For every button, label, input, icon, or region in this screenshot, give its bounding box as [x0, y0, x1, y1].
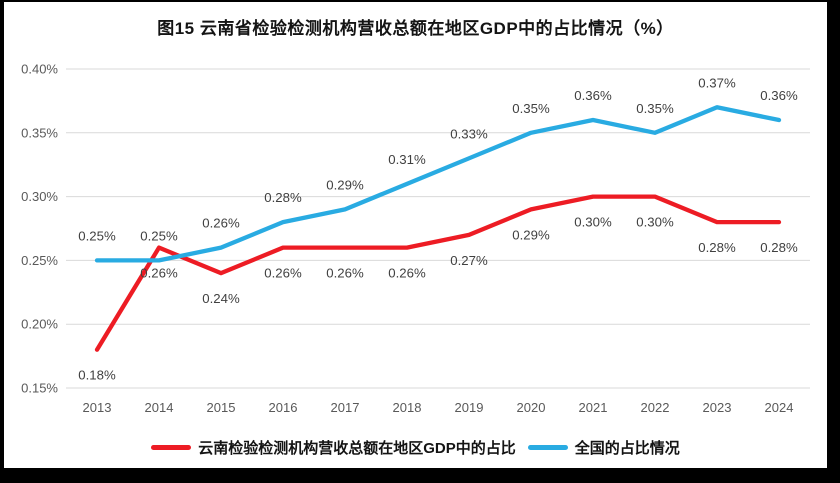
svg-text:0.26%: 0.26%: [388, 266, 426, 281]
svg-text:0.26%: 0.26%: [202, 216, 240, 231]
svg-text:2014: 2014: [145, 400, 174, 415]
svg-text:0.15%: 0.15%: [21, 381, 58, 396]
svg-text:0.26%: 0.26%: [326, 266, 364, 281]
svg-text:0.30%: 0.30%: [636, 215, 674, 230]
svg-text:0.30%: 0.30%: [574, 215, 612, 230]
svg-text:2023: 2023: [703, 400, 732, 415]
svg-text:0.29%: 0.29%: [326, 177, 364, 192]
svg-text:0.35%: 0.35%: [21, 125, 58, 140]
svg-text:2017: 2017: [331, 400, 360, 415]
svg-text:0.26%: 0.26%: [140, 266, 178, 281]
red-line-swatch-icon: [151, 445, 192, 450]
svg-text:0.36%: 0.36%: [760, 88, 798, 103]
svg-text:0.18%: 0.18%: [78, 368, 116, 383]
blue-line-swatch-icon: [527, 445, 568, 450]
svg-text:0.27%: 0.27%: [450, 253, 488, 268]
chart-figure: 图15 云南省检验检测机构营收总额在地区GDP中的占比情况（%） 0.15% 0.…: [4, 2, 827, 468]
svg-text:2019: 2019: [455, 400, 484, 415]
legend-item-national: 全国的占比情况: [527, 437, 680, 458]
chart-legend: 云南检验检测机构营收总额在地区GDP中的占比 全国的占比情况: [4, 437, 827, 458]
chart-plot-svg: 0.15% 0.20% 0.25% 0.30% 0.35% 0.40% 2013 2014 20…: [21, 62, 810, 415]
svg-text:0.20%: 0.20%: [21, 317, 58, 332]
legend-item-yunnan: 云南检验检测机构营收总额在地区GDP中的占比: [151, 437, 516, 458]
svg-text:2013: 2013: [83, 400, 112, 415]
svg-text:2015: 2015: [207, 400, 236, 415]
legend-label-yunnan: 云南检验检测机构营收总额在地区GDP中的占比: [198, 440, 516, 457]
svg-text:0.25%: 0.25%: [21, 253, 58, 268]
svg-text:2024: 2024: [765, 400, 794, 415]
svg-text:0.28%: 0.28%: [264, 190, 302, 205]
svg-text:0.25%: 0.25%: [140, 228, 178, 243]
legend-label-national: 全国的占比情况: [574, 440, 680, 457]
chart-title: 图15 云南省检验检测机构营收总额在地区GDP中的占比情况（%）: [157, 19, 674, 38]
svg-text:2018: 2018: [393, 400, 422, 415]
svg-text:0.25%: 0.25%: [78, 228, 116, 243]
svg-text:0.33%: 0.33%: [450, 126, 488, 141]
svg-text:0.28%: 0.28%: [698, 240, 736, 255]
svg-text:0.26%: 0.26%: [264, 266, 302, 281]
svg-text:0.35%: 0.35%: [636, 101, 674, 116]
svg-text:2020: 2020: [517, 400, 546, 415]
svg-text:0.28%: 0.28%: [760, 240, 798, 255]
svg-text:0.36%: 0.36%: [574, 88, 612, 103]
svg-text:0.29%: 0.29%: [512, 227, 550, 242]
svg-text:2022: 2022: [641, 400, 670, 415]
svg-text:0.30%: 0.30%: [21, 189, 58, 204]
svg-text:0.24%: 0.24%: [202, 291, 240, 306]
svg-text:2021: 2021: [579, 400, 608, 415]
svg-text:0.37%: 0.37%: [698, 75, 736, 90]
svg-text:0.31%: 0.31%: [388, 152, 426, 167]
svg-text:2016: 2016: [269, 400, 298, 415]
svg-text:0.40%: 0.40%: [21, 62, 58, 77]
svg-text:0.35%: 0.35%: [512, 101, 550, 116]
